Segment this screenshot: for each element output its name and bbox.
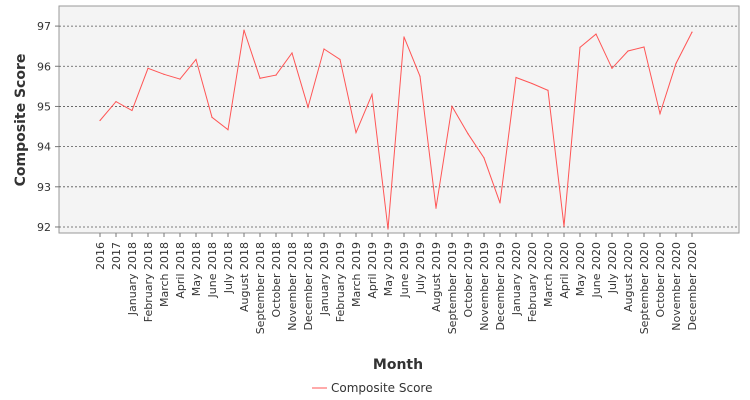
data-point (435, 207, 437, 209)
x-tick-label: October 2019 (462, 242, 475, 318)
x-tick-label: December 2018 (302, 242, 315, 331)
x-tick-label: October 2018 (270, 242, 283, 318)
data-point (99, 119, 101, 122)
data-point (579, 46, 581, 48)
data-point (211, 116, 213, 118)
y-tick-label: 94 (37, 141, 51, 154)
x-tick-label: July 2020 (606, 242, 619, 294)
x-tick-label: August 2019 (430, 242, 443, 312)
data-point (675, 62, 677, 65)
x-tick-label: 2016 (94, 242, 107, 270)
data-point (483, 157, 485, 159)
plot-area (58, 5, 740, 234)
data-point (163, 73, 165, 75)
x-tick-label: January 2020 (510, 242, 523, 316)
x-tick-label: April 2020 (558, 242, 571, 299)
data-point (451, 105, 453, 108)
x-tick-label: July 2018 (222, 242, 235, 294)
data-point (307, 106, 309, 108)
y-tick-label: 96 (37, 60, 51, 73)
data-point (611, 67, 613, 69)
x-tick-label: March 2019 (350, 242, 363, 307)
y-tick-label: 93 (37, 181, 51, 194)
y-tick-label: 92 (37, 221, 51, 234)
data-point (563, 225, 565, 227)
y-tick-label: 95 (37, 100, 51, 113)
x-tick-label: April 2019 (366, 242, 379, 299)
data-point (691, 31, 693, 33)
x-tick-label: November 2020 (670, 242, 683, 331)
x-tick-label: April 2018 (174, 242, 187, 299)
x-tick-label: February 2020 (526, 242, 539, 322)
data-point (339, 58, 341, 61)
series-line (99, 29, 693, 230)
x-tick-label: November 2018 (286, 242, 299, 331)
x-tick-label: January 2019 (318, 242, 331, 316)
y-tick-label: 97 (37, 20, 51, 33)
data-point (627, 50, 629, 52)
legend-label: Composite Score (331, 381, 432, 395)
data-point (355, 131, 357, 134)
x-tick-label: January 2018 (126, 242, 139, 316)
x-tick-label: February 2019 (334, 242, 347, 322)
data-point (467, 133, 469, 135)
data-point (419, 75, 421, 77)
data-point (499, 202, 501, 204)
x-tick-label: December 2019 (494, 242, 507, 331)
x-tick-label: October 2020 (654, 242, 667, 318)
data-point (371, 93, 373, 95)
data-point (291, 52, 293, 54)
x-tick-label: September 2019 (446, 242, 459, 334)
data-point (515, 76, 517, 79)
data-point (547, 89, 549, 91)
x-tick-label: May 2020 (574, 242, 587, 296)
x-tick-label: May 2018 (190, 242, 203, 296)
x-tick-label: August 2018 (238, 242, 251, 312)
y-axis: 92 93 94 95 96 97 (37, 20, 59, 234)
series-layer (99, 29, 693, 230)
x-tick-label: December 2020 (686, 242, 699, 331)
x-tick-label: September 2020 (638, 242, 651, 334)
x-tick-label: February 2018 (142, 242, 155, 322)
x-tick-label: May 2019 (382, 242, 395, 296)
x-tick-label: July 2019 (414, 242, 427, 294)
x-tick-label: 2017 (110, 242, 123, 270)
data-point (595, 33, 597, 35)
data-point (195, 58, 197, 61)
data-point (659, 113, 661, 115)
x-tick-label: June 2019 (398, 242, 411, 298)
data-point (179, 78, 181, 80)
gridlines (59, 25, 739, 228)
legend: Composite Score (312, 381, 432, 395)
x-tick-label: June 2018 (206, 242, 219, 298)
data-point (243, 29, 245, 31)
x-tick-label: November 2019 (478, 242, 491, 331)
x-tick-label: June 2020 (590, 242, 603, 298)
data-point (403, 36, 405, 38)
x-tick-label: March 2018 (158, 242, 171, 307)
x-tick-label: August 2020 (622, 242, 635, 312)
data-point (643, 46, 645, 48)
data-point (115, 101, 117, 103)
y-axis-title: Composite Score (13, 54, 29, 187)
data-point (275, 74, 277, 76)
data-point (259, 77, 261, 79)
data-point (387, 228, 389, 230)
data-point (227, 129, 229, 131)
x-axis: 2016 2017 January 2018 February 2018 March 2… (94, 233, 699, 334)
data-point (323, 48, 325, 50)
data-point (147, 67, 149, 69)
data-point (531, 82, 533, 85)
x-tick-label: March 2020 (542, 242, 555, 307)
x-tick-label: September 2018 (254, 242, 267, 334)
data-point (131, 109, 133, 112)
x-axis-title: Month (373, 357, 423, 373)
